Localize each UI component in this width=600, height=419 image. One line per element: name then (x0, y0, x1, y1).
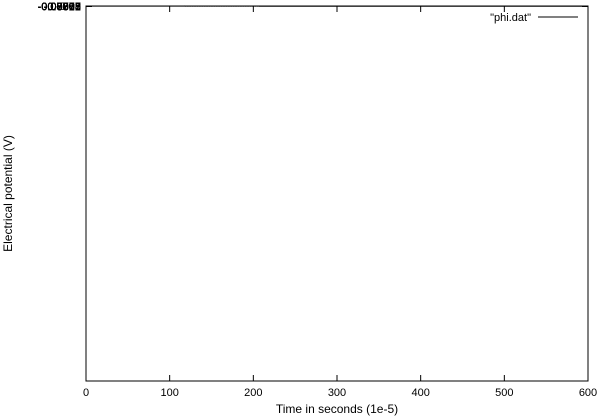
y-tick-label: -0.08025 (38, 1, 81, 13)
x-tick-label: 300 (328, 387, 346, 399)
y-tick-label: -0.0801 (44, 1, 81, 13)
plot-frame (85, 5, 589, 382)
y-tick-label: -0.08 (56, 1, 81, 13)
y-tick-label: -0.0799 (44, 1, 81, 13)
x-tick-label: 400 (411, 387, 429, 399)
x-tick-label: 600 (579, 387, 597, 399)
legend-entry-label: "phi.dat" (490, 12, 531, 24)
y-tick-label: -0.07975 (38, 1, 81, 13)
x-tick-label: 500 (495, 387, 513, 399)
y-axis-title: Electrical potential (V) (1, 135, 15, 252)
x-tick-label: 200 (244, 387, 262, 399)
x-axis-title: Time in seconds (1e-5) (276, 402, 398, 416)
y-tick-label: -0.07995 (38, 1, 81, 13)
x-tick-label: 0 (83, 387, 89, 399)
x-tick-label: 100 (160, 387, 178, 399)
y-tick-label: -0.0797 (44, 1, 81, 13)
y-tick-label: -0.07985 (38, 1, 81, 13)
legend: "phi.dat" (490, 12, 578, 24)
y-tick-label: -0.0798 (44, 1, 81, 13)
y-tick-label: -0.08015 (38, 1, 81, 13)
y-tick-label: -0.0802 (44, 1, 81, 13)
axis-ticks (85, 5, 589, 381)
tick-labels: 0 100 200 300 400 500 600 -0.0797-0.07975-0.079… (38, 1, 598, 399)
y-tick-label: -0.08005 (38, 1, 81, 13)
